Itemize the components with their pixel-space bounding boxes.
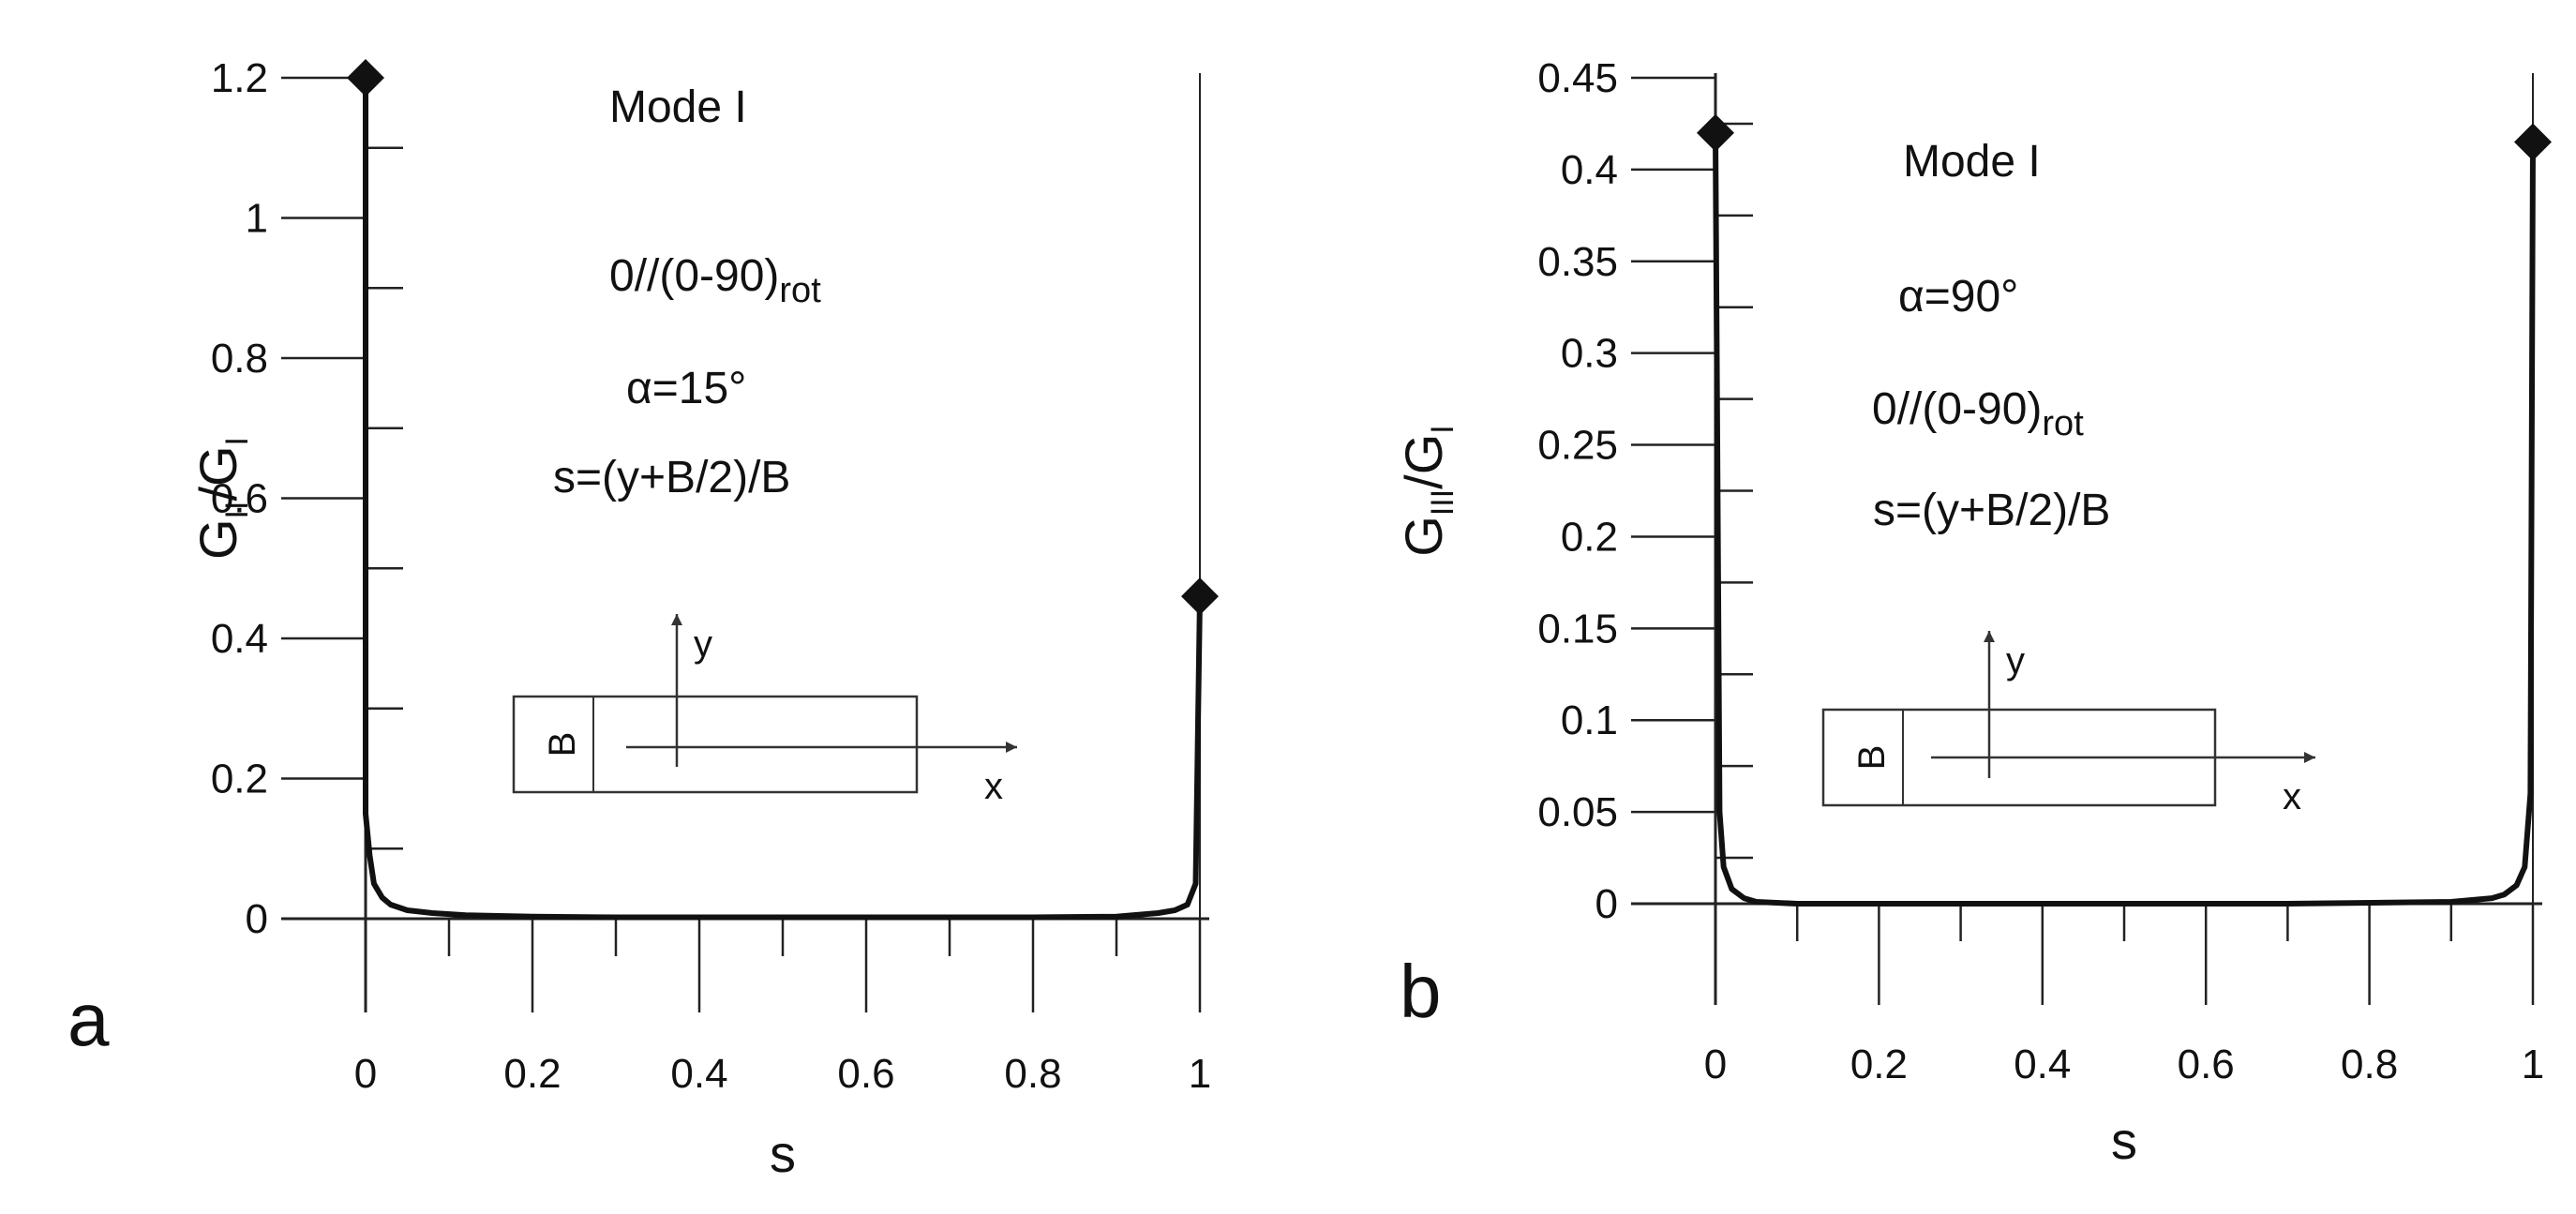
x-tick-label: 1 — [1189, 1051, 1211, 1097]
annotation-alpha: α=90° — [1898, 272, 2018, 322]
y-axis-title: GII/GI — [188, 437, 255, 560]
x-tick-label: 0.8 — [1004, 1051, 1061, 1097]
y-tick-label: 0.4 — [211, 616, 268, 662]
diamond-marker — [1181, 577, 1219, 616]
y-tick-label: 0 — [246, 896, 268, 942]
y-tick-label: 0.8 — [211, 336, 268, 382]
inset-y-label: y — [2006, 640, 2025, 682]
x-tick-label: 0 — [1704, 1042, 1727, 1087]
diamond-marker — [1697, 113, 1734, 152]
panel-label: a — [67, 978, 110, 1061]
y-tick-label: 0.2 — [211, 757, 268, 802]
y-tick-label: 0.1 — [1561, 697, 1618, 743]
inset-x-arrow-icon — [2304, 752, 2315, 763]
panel-b: 0 0.05 0.1 0.15 0.2 0.25 0.3 0.35 0.4 0.45 0 0.2 0.4… — [1394, 55, 2552, 1170]
annotation-s-definition: s=(y+B/2)/B — [553, 453, 790, 502]
x-tick-label: 0 — [354, 1051, 377, 1097]
inset-x-arrow-icon — [1006, 742, 1017, 753]
x-tick-label: 0.2 — [1850, 1042, 1908, 1087]
y-tick-label: 0 — [1595, 881, 1618, 927]
x-tick-label: 0.8 — [2341, 1042, 2398, 1087]
x-tick-label: 0.6 — [837, 1051, 894, 1097]
y-tick-label: 1.2 — [211, 55, 268, 101]
y-tick-label: 0.4 — [1561, 147, 1618, 193]
inset-x-label: x — [984, 766, 1003, 807]
x-tick-label: 0.6 — [2178, 1042, 2235, 1087]
y-tick-label: 0.45 — [1537, 55, 1618, 101]
y-axis-title: GIII/GI — [1394, 425, 1460, 556]
annotation-layup: 0//(0-90)rot — [1872, 384, 2084, 443]
y-tick-label: 0.2 — [1561, 514, 1618, 560]
annotation-layup: 0//(0-90)rot — [609, 251, 821, 310]
x-tick-label: 0.4 — [2014, 1042, 2071, 1087]
annotation-mode: Mode I — [1903, 137, 2041, 187]
y-tick-label: 0.35 — [1537, 239, 1618, 285]
inset-b-label: B — [542, 732, 583, 757]
inset-y-label: y — [694, 623, 712, 665]
panel-a: 0 0.2 0.4 0.6 0.8 1 1.2 0 0.2 0.4 0.6 0.8 1 s GII/GI a M… — [67, 55, 1219, 1183]
annotation-s-definition: s=(y+B/2)/B — [1873, 486, 2110, 535]
inset-rectangle — [512, 695, 919, 794]
series-line — [1713, 132, 2536, 907]
x-tick-label: 0.4 — [670, 1051, 727, 1097]
x-tick-label: 0.2 — [503, 1051, 561, 1097]
diamond-marker — [2514, 123, 2552, 161]
y-tick-label: 1 — [246, 196, 268, 242]
inset-b-label: B — [1851, 745, 1893, 771]
series-line — [363, 78, 1203, 921]
diamond-marker — [347, 59, 384, 97]
inset-y-arrow-icon — [1984, 631, 1995, 642]
x-axis-title: s — [770, 1124, 796, 1183]
inset-y-arrow-icon — [671, 614, 682, 625]
panel-label: b — [1400, 950, 1442, 1033]
y-tick-label: 0.25 — [1537, 423, 1618, 469]
y-tick-label: 0.15 — [1537, 606, 1618, 652]
x-tick-label: 1 — [2522, 1042, 2544, 1087]
inset-x-label: x — [2283, 776, 2301, 817]
annotation-alpha: α=15° — [626, 364, 746, 413]
x-axis-title: s — [2111, 1111, 2137, 1170]
y-tick-label: 0.3 — [1561, 331, 1618, 377]
y-tick-label: 0.6 — [211, 476, 268, 522]
annotation-mode: Mode I — [609, 82, 747, 132]
y-tick-label: 0.05 — [1537, 789, 1618, 835]
